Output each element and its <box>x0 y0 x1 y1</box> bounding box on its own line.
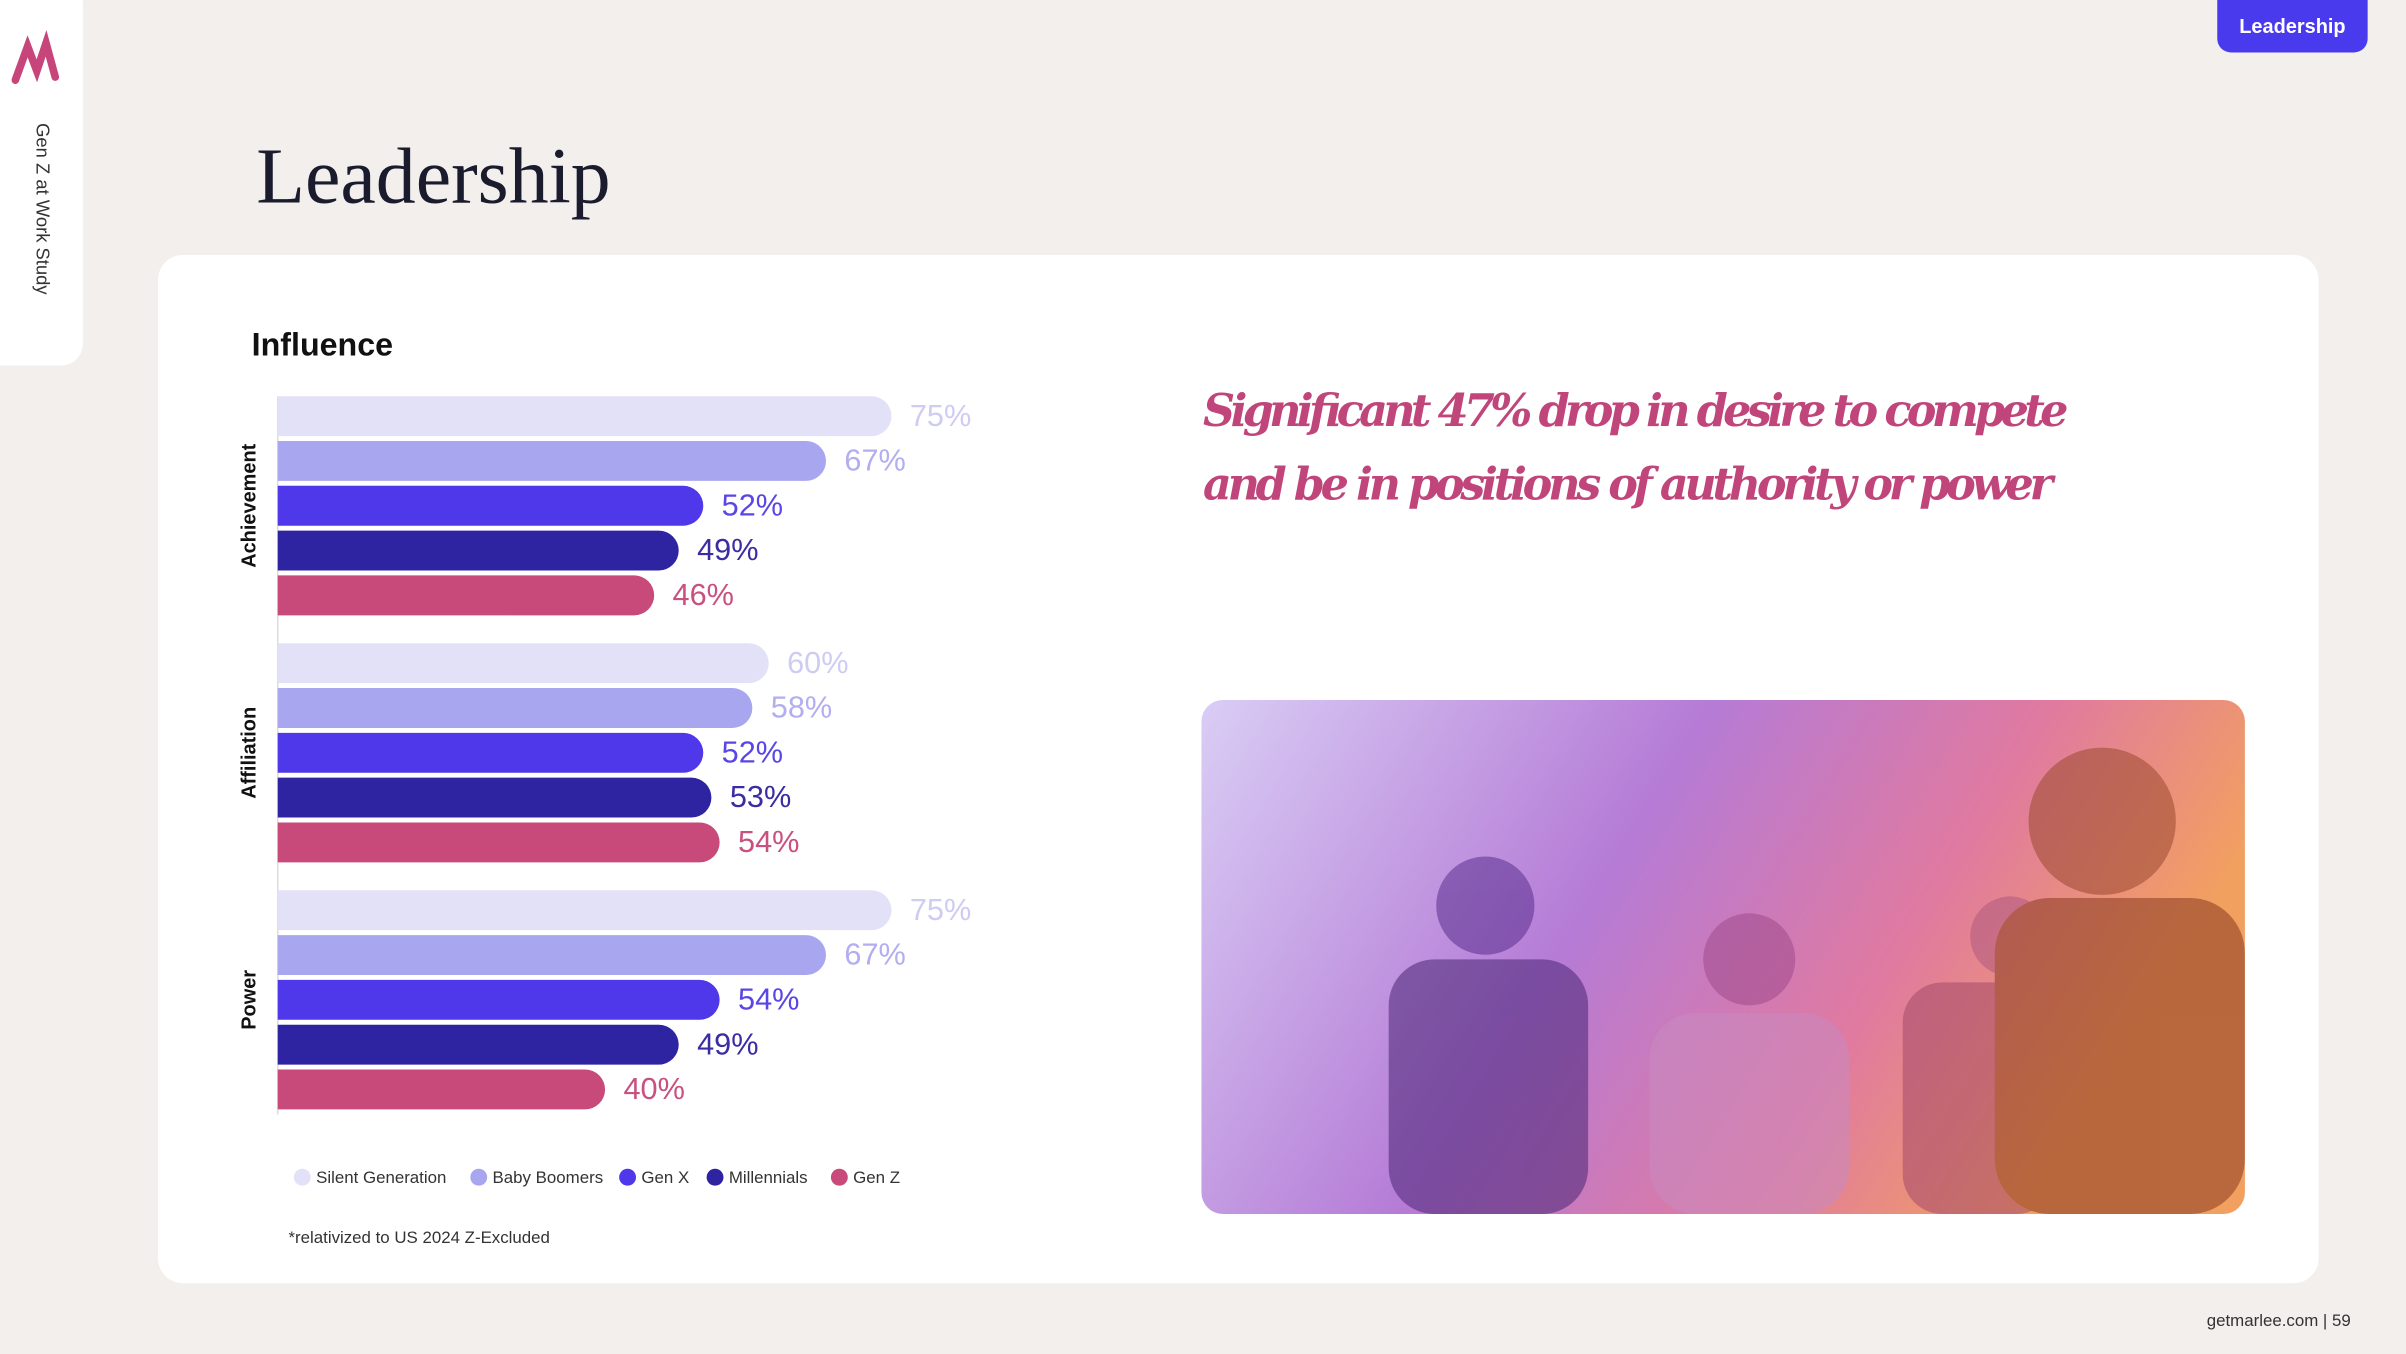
bar <box>277 575 655 616</box>
bar <box>277 1024 679 1065</box>
page-title: Leadership <box>256 133 610 221</box>
chart-title: Influence <box>252 327 393 363</box>
value-label: 46% <box>673 577 734 612</box>
value-label: 49% <box>697 1026 758 1061</box>
legend-marker <box>830 1168 848 1186</box>
value-label: 49% <box>697 532 758 567</box>
bar <box>277 530 679 571</box>
legend-marker <box>619 1168 637 1186</box>
bar <box>277 485 704 526</box>
value-label: 53% <box>730 779 791 814</box>
bar <box>277 688 753 728</box>
legend-marker <box>470 1168 488 1186</box>
value-label: 54% <box>738 981 799 1016</box>
bar <box>277 1069 606 1110</box>
value-label: 60% <box>787 645 848 680</box>
value-label: 58% <box>771 690 832 725</box>
footer: getmarlee.com | 59 <box>2207 1311 2351 1330</box>
quote-line: and be in positions of authority or powe… <box>1203 459 2057 511</box>
bar <box>277 441 827 481</box>
footnote: *relativized to US 2024 Z-Excluded <box>288 1228 549 1247</box>
value-label: 75% <box>910 398 971 433</box>
value-label: 52% <box>722 734 783 769</box>
bar <box>277 979 720 1020</box>
bar <box>277 396 892 437</box>
sidebar-label: Gen Z at Work Study <box>33 123 54 295</box>
photo-figures <box>1388 747 2245 1215</box>
legend-label: Gen Z <box>853 1168 900 1187</box>
value-label: 40% <box>623 1071 684 1106</box>
bar <box>277 890 892 931</box>
value-label: 67% <box>844 443 905 478</box>
legend-label: Baby Boomers <box>493 1168 604 1187</box>
legend-label: Millennials <box>729 1168 808 1187</box>
bar <box>277 643 769 684</box>
logo <box>11 30 60 84</box>
category-label: Achievement <box>238 443 260 567</box>
bar <box>277 822 720 863</box>
sidebar <box>0 0 83 366</box>
legend-label: Gen X <box>641 1168 689 1187</box>
category-label: Power <box>238 970 260 1030</box>
value-label: 67% <box>844 937 905 972</box>
value-label: 52% <box>722 487 783 522</box>
value-label: 75% <box>910 892 971 927</box>
bar <box>277 732 704 773</box>
legend-marker <box>293 1168 311 1186</box>
tab-label[interactable]: Leadership <box>2239 16 2345 38</box>
bar <box>277 935 827 975</box>
category-label: Affiliation <box>238 707 260 799</box>
legend-marker <box>706 1168 724 1186</box>
tab[interactable] <box>2217 0 2368 53</box>
quote-line: Significant 47% drop in desire to compet… <box>1203 385 2068 437</box>
value-label: 54% <box>738 824 799 859</box>
legend-label: Silent Generation <box>316 1168 446 1187</box>
bar <box>277 777 712 818</box>
